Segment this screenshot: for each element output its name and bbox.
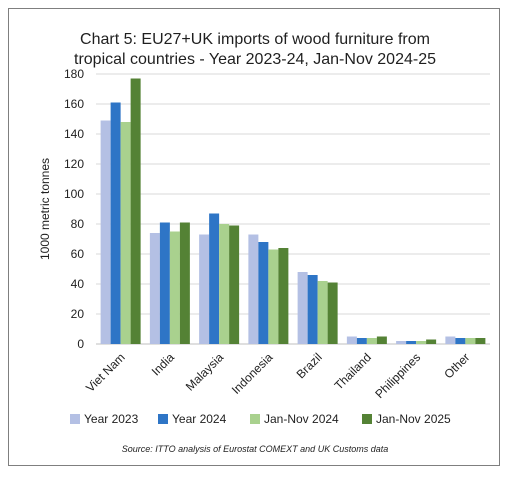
- legend-swatch: [362, 414, 372, 424]
- y-tick-label: 60: [71, 247, 85, 261]
- bar-2: [258, 242, 269, 344]
- bar-1: [149, 233, 160, 344]
- y-tick-label: 20: [71, 307, 85, 321]
- x-tick-label: Malaysia: [183, 350, 227, 394]
- bar-3: [120, 122, 131, 344]
- bar-1: [396, 341, 407, 344]
- bar-3: [268, 249, 279, 344]
- bar-4: [130, 78, 141, 344]
- x-tick-label: Other: [441, 350, 472, 381]
- legend-label: Year 2023: [84, 412, 139, 426]
- chart-title-line-1: Chart 5: EU27+UK imports of wood furnitu…: [80, 31, 430, 48]
- x-tick-label: Philippines: [372, 350, 423, 401]
- y-axis-label: 1000 metric tonnes: [38, 158, 52, 260]
- x-tick-label: Indonesia: [229, 350, 276, 397]
- bar-3: [317, 281, 328, 344]
- bar-1: [199, 234, 210, 344]
- legend-swatch: [250, 414, 260, 424]
- legend-swatch: [158, 414, 168, 424]
- legend-label: Jan-Nov 2025: [376, 412, 451, 426]
- x-tick-label: Viet Nam: [83, 350, 128, 395]
- x-tick-label: Thailand: [332, 350, 374, 392]
- bar-3: [169, 231, 180, 344]
- bar-1: [445, 336, 456, 344]
- bar-4: [179, 222, 190, 344]
- bar-1: [346, 336, 357, 344]
- bar-4: [229, 225, 240, 344]
- y-tick-label: 160: [64, 97, 84, 111]
- legend-label: Jan-Nov 2024: [264, 412, 339, 426]
- bar-2: [209, 213, 220, 344]
- bar-1: [100, 120, 111, 344]
- bar-3: [366, 338, 377, 344]
- bar-2: [406, 341, 417, 344]
- bar-2: [110, 102, 121, 344]
- y-tick-label: 0: [77, 337, 84, 351]
- x-tick-label: India: [149, 350, 178, 379]
- y-tick-label: 180: [64, 67, 84, 81]
- bar-3: [465, 338, 476, 344]
- bar-2: [356, 338, 367, 344]
- chart-source-note: Source: ITTO analysis of Eurostat COMEXT…: [121, 444, 389, 454]
- bar-1: [297, 272, 308, 344]
- x-tick-label: Brazil: [294, 350, 325, 381]
- bar-4: [327, 282, 338, 344]
- legend-label: Year 2024: [172, 412, 227, 426]
- bar-4: [376, 336, 387, 344]
- bar-2: [455, 338, 466, 344]
- bar-3: [416, 341, 427, 344]
- bar-3: [219, 224, 230, 344]
- bar-2: [307, 275, 318, 344]
- bar-4: [426, 339, 437, 344]
- y-tick-label: 140: [64, 127, 84, 141]
- y-tick-label: 80: [71, 217, 85, 231]
- bar-4: [278, 248, 289, 344]
- y-tick-label: 100: [64, 187, 84, 201]
- y-tick-label: 40: [71, 277, 85, 291]
- bar-4: [475, 338, 486, 344]
- chart-title-line-2: tropical countries - Year 2023-24, Jan-N…: [74, 51, 436, 68]
- bar-2: [159, 222, 170, 344]
- y-tick-label: 120: [64, 157, 84, 171]
- legend-swatch: [70, 414, 80, 424]
- bar-1: [248, 234, 259, 344]
